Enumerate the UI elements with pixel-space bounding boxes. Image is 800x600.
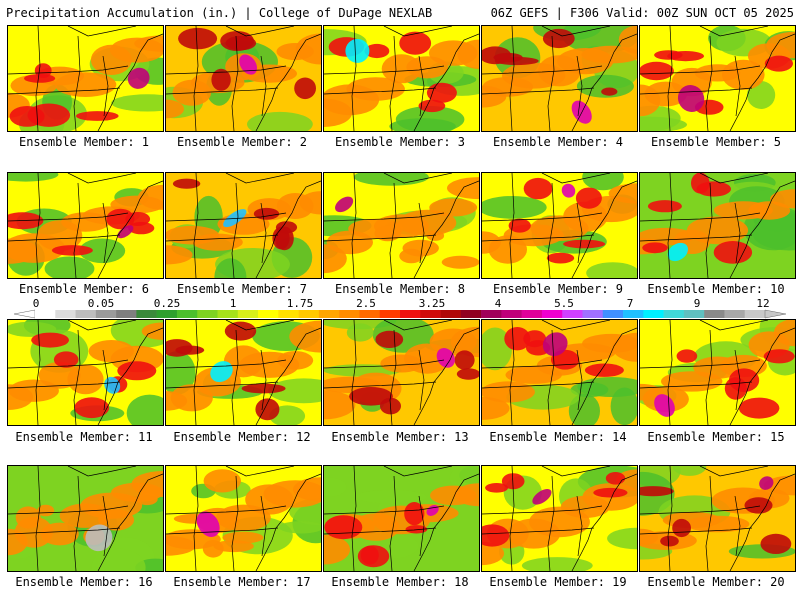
page-title: Precipitation Accumulation (in.) | Colle…: [6, 6, 433, 20]
colorbar-swatch: [55, 310, 76, 318]
member-caption: Ensemble Member: 3: [334, 135, 466, 149]
colorbar-swatch: [75, 310, 97, 318]
map-panel-6: [7, 172, 164, 279]
colorbar-label: 0.05: [87, 297, 115, 310]
colorbar-label: 0.25: [153, 297, 181, 310]
colorbar-label: 7: [626, 297, 634, 310]
map-panel-7: [165, 172, 322, 279]
map-panel-12: [165, 319, 322, 426]
colorbar-swatch: [197, 310, 218, 318]
colorbar-label: 1.75: [286, 297, 314, 310]
colorbar-swatch: [440, 310, 462, 318]
map-panel-20: [639, 465, 796, 572]
colorbar-swatch: [521, 310, 543, 318]
member-caption: Ensemble Member: 8: [334, 282, 466, 296]
colorbar-label: 9: [693, 297, 701, 310]
member-caption: Ensemble Member: 10: [647, 282, 785, 296]
member-caption: Ensemble Member: 17: [173, 575, 311, 589]
colorbar-swatch: [683, 310, 705, 318]
member-caption: Ensemble Member: 7: [176, 282, 308, 296]
member-caption: Ensemble Member: 14: [489, 430, 627, 444]
colorbar-label: 12: [756, 297, 770, 310]
colorbar-swatch: [35, 310, 56, 318]
colorbar-swatch: [379, 310, 401, 318]
map-panel-1: [7, 25, 164, 132]
member-caption: Ensemble Member: 12: [173, 430, 311, 444]
colorbar-swatch: [724, 310, 746, 318]
member-caption: Ensemble Member: 13: [331, 430, 469, 444]
map-panel-15: [639, 319, 796, 426]
colorbar-swatch: [744, 310, 766, 318]
map-panel-3: [323, 25, 480, 132]
colorbar-swatch: [643, 310, 664, 318]
map-panel-8: [323, 172, 480, 279]
member-caption: Ensemble Member: 1: [18, 135, 150, 149]
colorbar-swatch: [298, 310, 320, 318]
map-panel-4: [481, 25, 638, 132]
colorbar-swatch: [95, 310, 117, 318]
colorbar-swatch: [217, 310, 239, 318]
map-panel-13: [323, 319, 480, 426]
colorbar-swatch: [582, 310, 604, 318]
member-caption: Ensemble Member: 19: [489, 575, 627, 589]
map-panel-9: [481, 172, 638, 279]
colorbar-swatch: [663, 310, 685, 318]
colorbar-label: 1: [229, 297, 237, 310]
colorbar-swatch: [136, 310, 157, 318]
colorbar-swatch: [339, 310, 360, 318]
member-caption: Ensemble Member: 20: [647, 575, 785, 589]
map-panel-2: [165, 25, 322, 132]
map-panel-14: [481, 319, 638, 426]
colorbar-swatch: [156, 310, 178, 318]
colorbar-swatch: [359, 310, 381, 318]
map-panel-17: [165, 465, 322, 572]
member-caption: Ensemble Member: 2: [176, 135, 308, 149]
colorbar-swatch: [318, 310, 340, 318]
member-caption: Ensemble Member: 4: [492, 135, 624, 149]
colorbar-swatch: [460, 310, 482, 318]
colorbar-swatch: [501, 310, 522, 318]
colorbar-swatch: [258, 310, 279, 318]
map-panel-11: [7, 319, 164, 426]
member-caption: Ensemble Member: 18: [331, 575, 469, 589]
member-caption: Ensemble Member: 5: [650, 135, 782, 149]
map-panel-10: [639, 172, 796, 279]
map-panel-16: [7, 465, 164, 572]
map-panel-19: [481, 465, 638, 572]
colorbar-swatch: [481, 310, 502, 318]
map-panel-18: [323, 465, 480, 572]
colorbar-swatch: [278, 310, 299, 318]
colorbar-swatch: [623, 310, 644, 318]
colorbar-swatch: [116, 310, 137, 318]
colorbar-swatch: [237, 310, 259, 318]
colorbar-label: 5.5: [554, 297, 574, 310]
member-caption: Ensemble Member: 15: [647, 430, 785, 444]
member-caption: Ensemble Member: 16: [15, 575, 153, 589]
colorbar-swatch: [420, 310, 441, 318]
colorbar-label: 0: [32, 297, 40, 310]
colorbar-label: 3.25: [418, 297, 446, 310]
colorbar-label: 2.5: [356, 297, 376, 310]
member-caption: Ensemble Member: 9: [492, 282, 624, 296]
colorbar: [13, 309, 787, 319]
colorbar-swatch: [562, 310, 583, 318]
colorbar-swatch: [400, 310, 421, 318]
colorbar-swatch: [176, 310, 198, 318]
member-caption: Ensemble Member: 6: [18, 282, 150, 296]
map-panel-5: [639, 25, 796, 132]
run-info: 06Z GEFS | F306 Valid: 00Z SUN OCT 05 20…: [490, 6, 794, 20]
colorbar-swatch: [541, 310, 563, 318]
colorbar-label: 4: [494, 297, 502, 310]
colorbar-swatch: [704, 310, 725, 318]
colorbar-swatch: [602, 310, 624, 318]
member-caption: Ensemble Member: 11: [15, 430, 153, 444]
